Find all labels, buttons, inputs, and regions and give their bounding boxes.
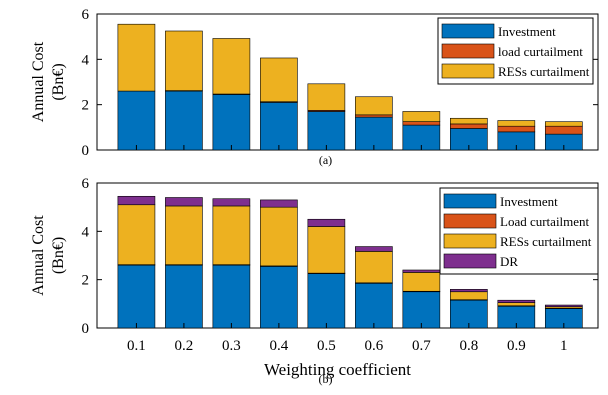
bar-segment xyxy=(212,264,251,329)
x-tick-label: 1 xyxy=(560,338,568,354)
y-tick-label: 2 xyxy=(82,273,90,289)
bar-segment xyxy=(260,57,298,103)
x-tick-label: 0.6 xyxy=(364,338,383,354)
bar-segment xyxy=(450,123,488,129)
bar-segment xyxy=(355,282,393,329)
bar-segment xyxy=(355,114,393,118)
legend-entry: RESs curtailment xyxy=(500,234,592,249)
bar-segment xyxy=(402,272,441,292)
bar-segment xyxy=(260,206,298,267)
bar-segment xyxy=(260,199,298,208)
x-tick-label: 0.3 xyxy=(222,338,241,354)
bar-segment xyxy=(165,30,203,91)
y-tick-label: 0 xyxy=(82,321,90,337)
bar-segment xyxy=(450,289,488,293)
bar-segment xyxy=(165,90,203,151)
bar-segment xyxy=(450,291,488,301)
legend-swatch xyxy=(443,253,497,269)
legend-swatch xyxy=(443,213,497,229)
x-tick-label: 0.5 xyxy=(317,338,336,354)
legend-entry: RESs curtailment xyxy=(498,64,590,79)
bar-segment xyxy=(402,291,441,329)
panel-caption: (a) xyxy=(319,153,332,167)
x-tick-label: 0.4 xyxy=(270,338,289,354)
bar-segment xyxy=(355,246,393,252)
legend-entry: Load curtailment xyxy=(500,214,590,229)
bar-segment xyxy=(307,111,346,151)
legend-entry: load curtailment xyxy=(498,44,583,59)
y-tick-label: 2 xyxy=(82,98,90,114)
bar-segment xyxy=(497,302,536,307)
bar-segment xyxy=(307,273,346,329)
legend-entry: Investment xyxy=(500,194,558,209)
bar-segment xyxy=(450,117,488,125)
axes-box xyxy=(96,13,599,151)
bar-segment xyxy=(544,304,583,308)
legend-swatch xyxy=(441,43,495,59)
bar-segment xyxy=(402,269,441,273)
bar-segment xyxy=(497,299,536,303)
x-axis-label: Weighting coefficient xyxy=(264,360,411,379)
bar-segment xyxy=(402,121,441,126)
y-tick-label: 4 xyxy=(82,224,90,240)
bar-segment xyxy=(117,264,156,329)
legend-swatch xyxy=(441,23,495,39)
bar-segment xyxy=(117,90,156,151)
bar-segment xyxy=(165,197,203,207)
bar-segment xyxy=(212,205,251,265)
panel-caption: (b) xyxy=(319,372,333,386)
bar-segment xyxy=(165,205,203,265)
bar-segment xyxy=(260,266,298,329)
legend-swatch xyxy=(443,233,497,249)
legend-entry: Investment xyxy=(498,24,556,39)
bar-segment xyxy=(307,218,346,227)
x-tick-label: 0.7 xyxy=(412,338,431,354)
bar-segment xyxy=(117,204,156,265)
x-tick-label: 0.9 xyxy=(507,338,526,354)
y-tick-label: 6 xyxy=(82,176,90,192)
chart-panel-a: 0 2 4 6 Annual Cost (Bn€) (a) Investment load cu… xyxy=(30,7,599,167)
x-tick-label: 0.1 xyxy=(127,338,146,354)
bar-segment xyxy=(117,23,156,92)
y-axis-label: Annual Cost (Bn€) xyxy=(30,41,67,122)
x-tick-label: 0.2 xyxy=(175,338,194,354)
bar-segment xyxy=(497,120,536,127)
bar-segment xyxy=(117,195,156,206)
bar-segment xyxy=(355,116,393,151)
legend-entry: DR xyxy=(500,254,518,269)
bar-segment xyxy=(355,251,393,284)
bar-segment xyxy=(544,125,583,135)
chart-panel-b: 0 2 4 6 Annual Cost (Bn€) 0.1 0.2 0.3 0.4 0.5 0.6 0.… xyxy=(30,176,599,386)
bar-segment xyxy=(307,226,346,274)
legend-swatch xyxy=(443,193,497,209)
bar-segment xyxy=(212,94,251,151)
y-axis-label: Annual Cost (Bn€) xyxy=(30,215,67,296)
x-tick-label: 0.8 xyxy=(459,338,478,354)
bar-segment xyxy=(402,111,441,122)
y-tick-label: 6 xyxy=(82,7,90,23)
bar-segment xyxy=(212,198,251,207)
legend-swatch xyxy=(441,63,495,79)
y-tick-label: 0 xyxy=(82,143,90,159)
bar-segment xyxy=(307,83,346,111)
y-tick-label: 4 xyxy=(82,52,90,68)
bar-segment xyxy=(497,125,536,133)
bar-segment xyxy=(165,264,203,329)
bar-segment xyxy=(212,38,251,95)
bar-segment xyxy=(355,96,393,116)
bar-segment xyxy=(544,121,583,127)
bar-segment xyxy=(260,102,298,151)
